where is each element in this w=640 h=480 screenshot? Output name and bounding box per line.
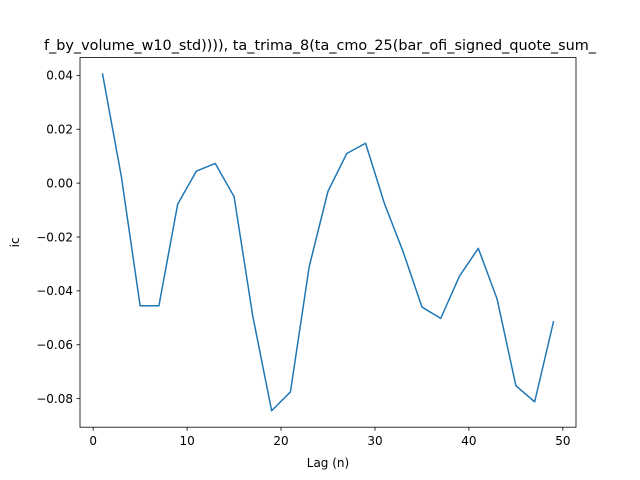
y-tick-label: 0.02 — [46, 123, 73, 137]
x-tick-label: 30 — [367, 434, 382, 448]
x-tick-label: 50 — [555, 434, 570, 448]
y-tick-label: −0.06 — [36, 338, 73, 352]
series-group — [101, 73, 555, 412]
x-axis-label: Lag (n) — [307, 456, 349, 470]
x-tick-label: 20 — [273, 434, 288, 448]
x-tick-label: 0 — [89, 434, 97, 448]
y-axis: −0.08 −0.06 −0.04 −0.02 0.00 0.02 0.04 — [36, 69, 80, 406]
y-axis-label: ic — [8, 237, 22, 247]
x-tick-label: 10 — [179, 434, 194, 448]
chart-title: f_by_volume_w10_std)))), ta_trima_8(ta_c… — [44, 38, 597, 54]
y-tick-label: −0.08 — [36, 392, 73, 406]
series-line-0 — [101, 73, 555, 412]
x-tick-label: 40 — [461, 434, 476, 448]
y-tick-label: 0.04 — [46, 69, 73, 83]
y-tick-label: −0.04 — [36, 284, 73, 298]
y-tick-label: 0.00 — [46, 176, 73, 190]
axes-frame — [79, 57, 577, 428]
y-tick-label: −0.02 — [36, 230, 73, 244]
x-axis: 0 10 20 30 40 50 — [89, 427, 570, 448]
